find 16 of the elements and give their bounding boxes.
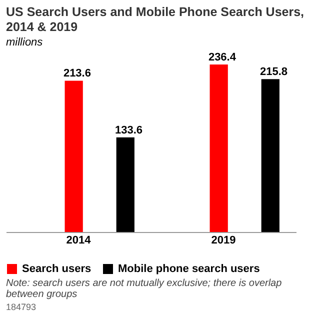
bar [116, 137, 134, 232]
legend-label: Mobile phone search users [118, 263, 260, 275]
bar [261, 79, 280, 232]
data-label: 215.8 [260, 66, 288, 78]
bar [64, 80, 83, 232]
text: Note: search users are not mutually exclusive; there is overlap between groups [6, 278, 283, 300]
chart-subtitle: millions [6, 36, 44, 49]
bar [210, 64, 228, 232]
data-label: 133.6 [115, 124, 143, 136]
x-tick-label: 2014 [66, 234, 92, 246]
text: 184793 [6, 302, 38, 312]
data-label: 213.6 [63, 68, 91, 80]
chart-title: US Search Users and Mobile Phone Search Users, 2014 & 2019 [6, 5, 304, 34]
legend-label: Search users [22, 263, 92, 275]
data-label: 236.4 [208, 52, 237, 64]
x-tick-label: 2019 [211, 234, 236, 246]
